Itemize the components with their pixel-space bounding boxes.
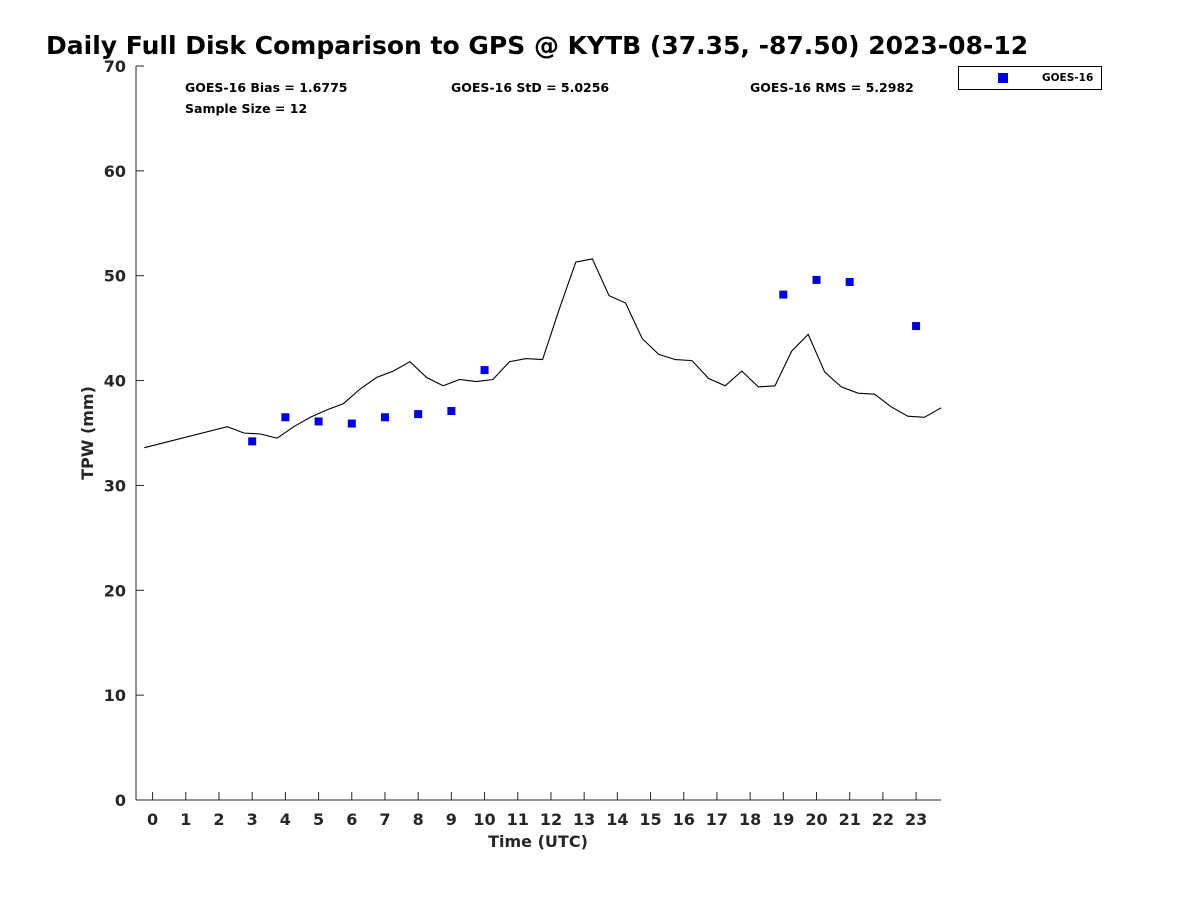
x-tick-label: 18	[739, 810, 761, 829]
x-tick-label: 9	[446, 810, 457, 829]
y-tick-label: 30	[104, 476, 126, 495]
x-tick-label: 8	[413, 810, 424, 829]
y-axis-ticks: 0 10 20 30 40 50 60 70	[104, 57, 144, 810]
x-axis-label: Time (UTC)	[488, 832, 588, 851]
x-tick-label: 12	[540, 810, 562, 829]
data-point-goes-16	[812, 275, 821, 284]
y-tick-label: 20	[104, 581, 126, 600]
bias-stat: GOES-16 Bias = 1.6775	[185, 80, 347, 95]
legend-label-goes-16: GOES-16	[1042, 72, 1093, 84]
x-tick-label: 5	[313, 810, 324, 829]
x-tick-label: 1	[180, 810, 191, 829]
x-tick-label: 19	[772, 810, 794, 829]
data-point-goes-16	[347, 419, 356, 428]
y-tick-label: 0	[115, 791, 126, 810]
statistics-annotations: GOES-16 Bias = 1.6775 GOES-16 StD = 5.02…	[185, 80, 914, 116]
axes	[135, 66, 941, 801]
y-tick-label: 60	[104, 162, 126, 181]
x-axis-ticks: 0 1 2 3 4 5 6 7 8 9 10 11 12 13 14 15 16 17 18 19 20 21 22 23	[147, 792, 927, 829]
rms-stat: GOES-16 RMS = 5.2982	[750, 80, 914, 95]
x-tick-label: 20	[805, 810, 827, 829]
y-tick-label: 40	[104, 372, 126, 391]
x-tick-label: 6	[346, 810, 357, 829]
data-point-goes-16	[281, 413, 290, 422]
data-point-goes-16	[414, 410, 423, 419]
x-tick-label: 14	[606, 810, 628, 829]
x-tick-label: 4	[280, 810, 291, 829]
legend: GOES-16	[958, 66, 1102, 90]
x-tick-label: 3	[247, 810, 258, 829]
x-tick-label: 7	[379, 810, 390, 829]
data-point-goes-16	[779, 290, 788, 299]
data-point-goes-16	[480, 366, 489, 375]
data-point-goes-16	[447, 406, 456, 415]
x-tick-label: 15	[639, 810, 661, 829]
y-tick-label: 70	[104, 57, 126, 76]
data-point-goes-16	[248, 437, 257, 446]
goes-16-points	[248, 275, 921, 446]
legend-box	[958, 66, 1102, 90]
x-tick-label: 10	[473, 810, 495, 829]
x-tick-label: 21	[839, 810, 861, 829]
x-tick-label: 11	[507, 810, 529, 829]
data-point-goes-16	[912, 322, 921, 331]
y-tick-label: 50	[104, 267, 126, 286]
x-tick-label: 0	[147, 810, 158, 829]
gps-tpw-line	[144, 258, 942, 449]
data-point-goes-16	[314, 417, 323, 426]
x-tick-label: 16	[673, 810, 695, 829]
y-axis-label: TPW (mm)	[78, 386, 97, 480]
std-stat: GOES-16 StD = 5.0256	[451, 80, 609, 95]
data-point-goes-16	[845, 278, 854, 287]
chart-title: Daily Full Disk Comparison to GPS @ KYTB…	[46, 31, 1028, 60]
sample-size-stat: Sample Size = 12	[185, 101, 307, 116]
x-tick-label: 22	[872, 810, 894, 829]
x-tick-label: 17	[706, 810, 728, 829]
x-tick-label: 23	[905, 810, 927, 829]
y-tick-label: 10	[104, 686, 126, 705]
x-tick-label: 13	[573, 810, 595, 829]
data-point-goes-16	[380, 413, 389, 422]
x-tick-label: 2	[213, 810, 224, 829]
legend-marker-goes-16	[998, 73, 1008, 83]
